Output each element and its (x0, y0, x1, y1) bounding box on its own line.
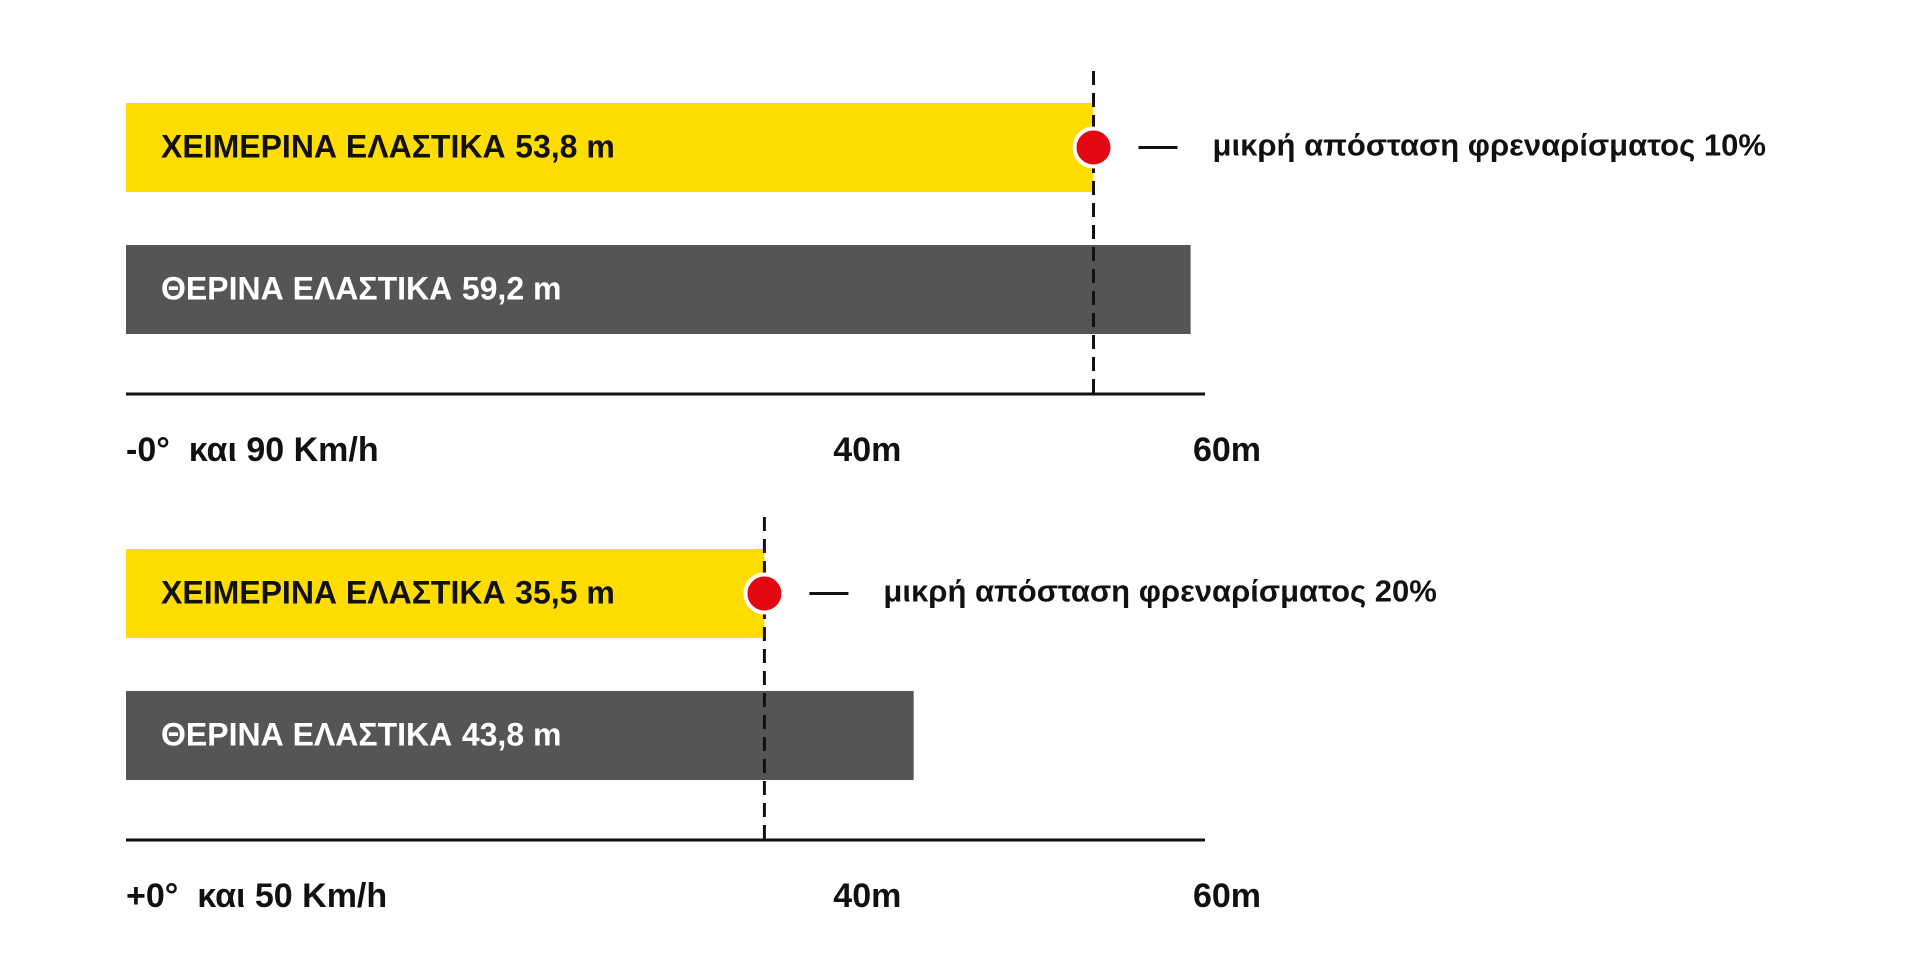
bar-label: ΧΕΙΜΕΡΙΝΑ ΕΛΑΣΤΙΚΑ 53,8 m (161, 129, 615, 165)
bar-label: ΧΕΙΜΕΡΙΝΑ ΕΛΑΣΤΙΚΑ 35,5 m (161, 575, 615, 611)
bar (126, 549, 765, 638)
annotation: μικρή απόσταση φρεναρίσματος 20% (883, 574, 1436, 609)
annotation: μικρή απόσταση φρεναρίσματος 10% (1213, 128, 1766, 163)
bar-value-label: 43,8 m (462, 717, 562, 753)
x-axis-label: -0° και 90 Km/h (126, 431, 379, 469)
bar (126, 691, 914, 780)
bar-category: ΧΕΙΜΕΡΙΝΑ ΕΛΑΣΤΙΚΑ (161, 575, 506, 611)
bar (126, 103, 1094, 192)
x-axis-label: +0° και 50 Km/h (126, 877, 387, 915)
x-tick-label: 40m (833, 431, 901, 469)
bar-category: ΘΕΡΙΝΑ ΕΛΑΣΤΙΚΑ (161, 717, 452, 753)
bar (126, 245, 1191, 334)
x-tick-label: 60m (1193, 877, 1261, 915)
marker-dot (1072, 126, 1115, 169)
marker-dot (743, 572, 786, 615)
bar-category: ΧΕΙΜΕΡΙΝΑ ΕΛΑΣΤΙΚΑ (161, 129, 506, 165)
bar-value-label: 59,2 m (462, 271, 562, 307)
bar-category: ΘΕΡΙΝΑ ΕΛΑΣΤΙΚΑ (161, 271, 452, 307)
x-tick-label: 40m (833, 877, 901, 915)
bar-label: ΘΕΡΙΝΑ ΕΛΑΣΤΙΚΑ 43,8 m (161, 717, 561, 753)
x-tick-label: 60m (1193, 431, 1261, 469)
bar-label: ΘΕΡΙΝΑ ΕΛΑΣΤΙΚΑ 59,2 m (161, 271, 561, 307)
bar-value-label: 53,8 m (515, 129, 615, 165)
bar-value-label: 35,5 m (515, 575, 615, 611)
